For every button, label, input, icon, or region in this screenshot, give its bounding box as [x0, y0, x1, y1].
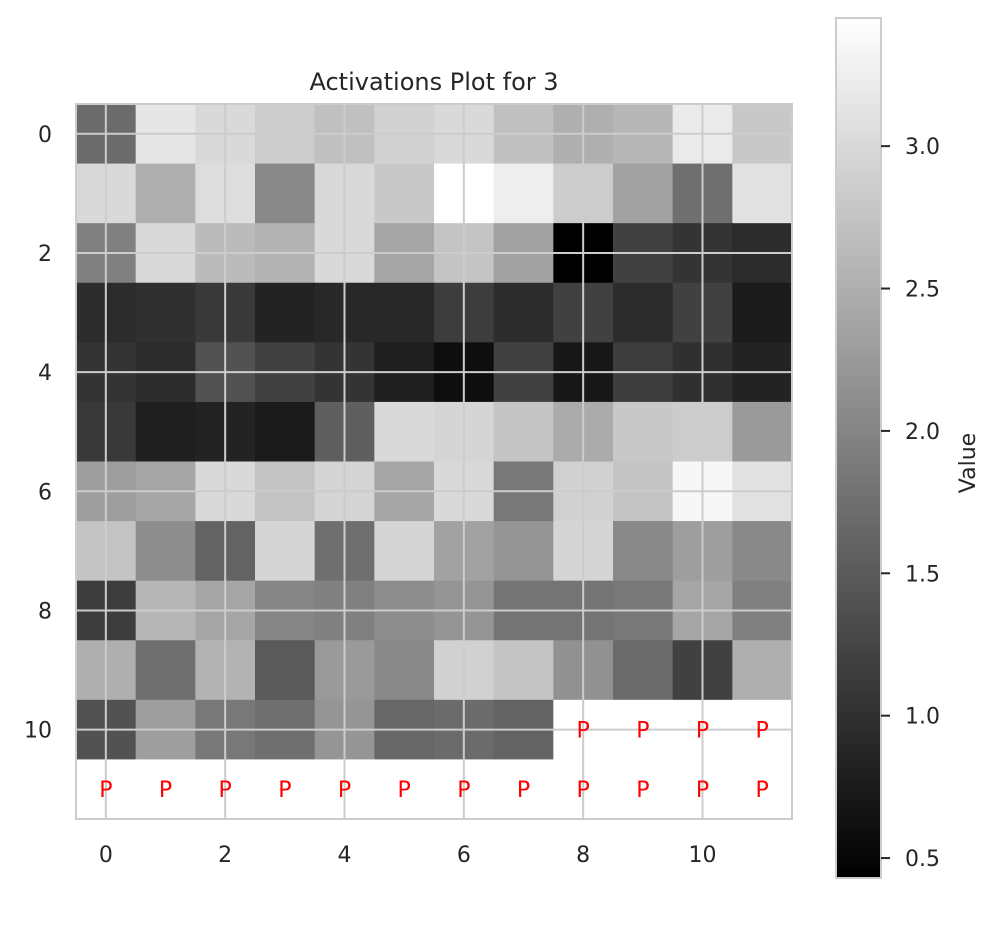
x-tick-label: 2: [218, 843, 232, 868]
pad-cell: [493, 759, 554, 820]
heatmap-cell: [374, 521, 435, 582]
pad-marker: P: [696, 778, 709, 803]
heatmap-cell: [374, 401, 435, 462]
x-tick-label: 0: [99, 843, 113, 868]
heatmap-cell: [613, 640, 674, 701]
pad-marker: P: [398, 778, 411, 803]
y-tick-label: 8: [38, 599, 52, 624]
y-tick-label: 4: [38, 361, 52, 386]
pad-cell: [613, 759, 674, 820]
pad-marker: P: [577, 719, 590, 744]
heatmap-grid: [76, 104, 792, 819]
pad-marker: P: [338, 778, 351, 803]
heatmap-cell: [255, 521, 316, 582]
colorbar-tick-label: 0.5: [905, 847, 940, 872]
heatmap-cell: [374, 640, 435, 701]
pad-marker: P: [636, 719, 649, 744]
pad-cell: [732, 759, 793, 820]
pad-marker: P: [219, 778, 232, 803]
heatmap-cell: [613, 521, 674, 582]
pad-cell: [135, 759, 196, 820]
heatmap-cell: [135, 640, 196, 701]
pad-marker: P: [99, 778, 112, 803]
heatmap-cell: [493, 401, 554, 462]
colorbar-tick-label: 3.0: [905, 135, 940, 160]
x-tick-label: 6: [457, 843, 471, 868]
chart-title: Activations Plot for 3: [309, 68, 558, 96]
pad-marker: P: [756, 719, 769, 744]
pad-marker: P: [278, 778, 291, 803]
pad-marker: P: [457, 778, 470, 803]
pad-marker: P: [577, 778, 590, 803]
heatmap-cell: [255, 401, 316, 462]
heatmap-cell: [255, 640, 316, 701]
heatmap-cell: [732, 401, 793, 462]
pad-markers: P P P P P P P P P P P P P P P P: [99, 719, 769, 804]
pad-marker: P: [159, 778, 172, 803]
x-axis-ticks: 0 2 4 6 8 10: [99, 843, 717, 868]
y-tick-label: 2: [38, 242, 52, 267]
heatmap-cell: [493, 640, 554, 701]
pad-marker: P: [517, 778, 530, 803]
heatmap-cell: [135, 521, 196, 582]
heatmap-cell: [135, 163, 196, 224]
heatmap-cell: [493, 282, 554, 343]
heatmap-cell: [732, 163, 793, 224]
x-tick-label: 4: [338, 843, 352, 868]
colorbar-tick-label: 2.0: [905, 420, 940, 445]
colorbar: [835, 17, 882, 879]
heatmap-cell: [135, 401, 196, 462]
y-axis-ticks: 0 2 4 6 8 10: [24, 123, 52, 744]
heatmap-cells: [76, 104, 793, 820]
pad-cell: [374, 759, 435, 820]
colorbar-label: Value: [956, 433, 981, 493]
pad-marker: P: [696, 719, 709, 744]
heatmap-cell: [732, 521, 793, 582]
heatmap-cell: [613, 163, 674, 224]
colorbar-tick-label: 1.0: [905, 705, 940, 730]
heatmap-cell: [493, 163, 554, 224]
y-tick-label: 6: [38, 480, 52, 505]
x-tick-label: 10: [689, 843, 717, 868]
colorbar-tick-label: 2.5: [905, 278, 940, 303]
pad-marker: P: [636, 778, 649, 803]
heatmap-cell: [135, 282, 196, 343]
y-tick-label: 10: [24, 719, 52, 744]
colorbar-tick-label: 1.5: [905, 562, 940, 587]
heatmap-cell: [613, 282, 674, 343]
heatmap-cell: [732, 640, 793, 701]
colorbar-ticks: 0.5 1.0 1.5 2.0 2.5 3.0: [881, 135, 940, 872]
heatmap-cell: [374, 163, 435, 224]
pad-marker: P: [756, 778, 769, 803]
y-tick-label: 0: [38, 123, 52, 148]
heatmap-cell: [613, 401, 674, 462]
heatmap-cell: [493, 521, 554, 582]
pad-cell: [255, 759, 316, 820]
heatmap-cell: [255, 163, 316, 224]
heatmap-cell: [255, 282, 316, 343]
heatmap-cell: [732, 282, 793, 343]
heatmap-cell: [374, 282, 435, 343]
x-tick-label: 8: [576, 843, 590, 868]
heatmap-frame: [75, 103, 793, 820]
